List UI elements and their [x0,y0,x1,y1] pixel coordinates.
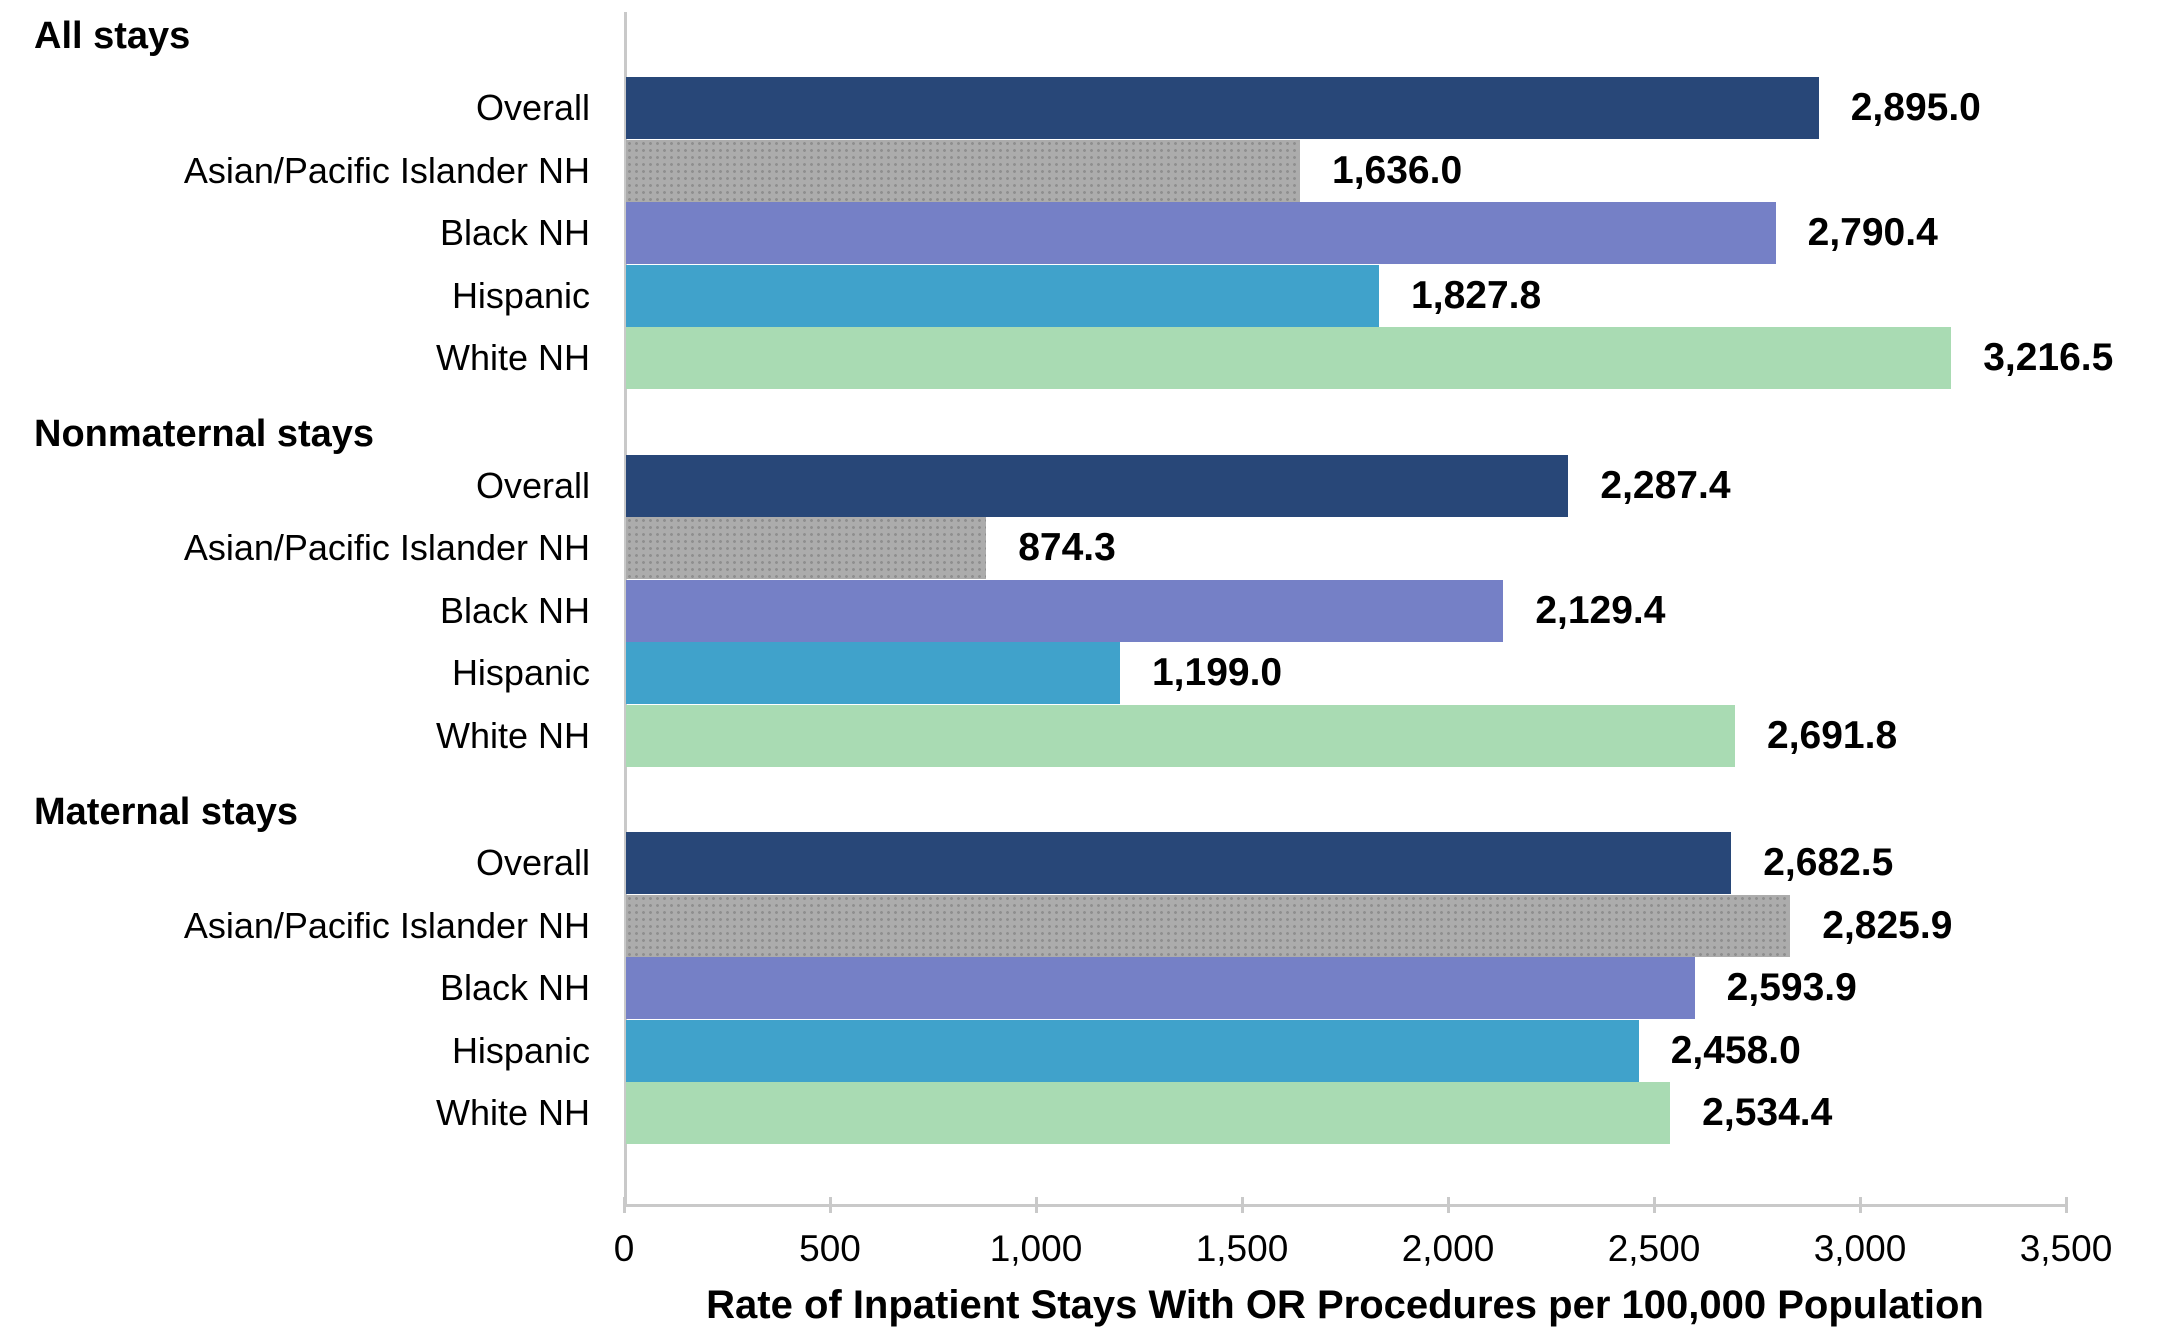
value-label-all-stays-hispanic: 1,827.8 [1411,273,1542,317]
x-tick-mark [829,1197,832,1213]
plot-area [624,12,2066,1207]
x-tick-label: 3,500 [2019,1228,2113,1269]
category-label-black-nh: Black NH [439,212,590,254]
category-label-white-nh: White NH [435,1092,590,1134]
category-label-white-nh: White NH [435,337,590,379]
bar-maternal-stays-overall [626,832,1732,894]
value-label-nonmaternal-stays-asian-pacific-islander-nh: 874.3 [1018,526,1116,570]
x-tick-mark [623,1197,626,1213]
x-tick-mark [1447,1197,1450,1213]
x-tick-label: 0 [613,1228,635,1269]
x-tick-mark [1653,1197,1656,1213]
value-label-nonmaternal-stays-white-nh: 2,691.8 [1767,713,1898,757]
value-label-maternal-stays-asian-pacific-islander-nh: 2,825.9 [1822,903,1953,947]
bar-nonmaternal-stays-overall [626,454,1569,517]
category-label-asian-pacific-islander-nh: Asian/Pacific Islander NH [183,904,590,946]
x-tick-label: 500 [799,1228,861,1269]
value-label-maternal-stays-overall: 2,682.5 [1763,841,1894,884]
x-tick-label: 1,500 [1195,1228,1289,1269]
category-label-hispanic: Hispanic [451,652,590,694]
x-tick-label: 1,000 [989,1228,1083,1269]
value-label-all-stays-white-nh: 3,216.5 [1983,336,2114,380]
bar-all-stays-hispanic [626,264,1380,327]
value-label-all-stays-overall: 2,895.0 [1850,86,1981,129]
bar-nonmaternal-stays-hispanic [626,642,1120,705]
category-label-overall: Overall [475,87,590,128]
value-label-nonmaternal-stays-overall: 2,287.4 [1600,463,1731,507]
bar-all-stays-asian-pacific-islander-nh [626,139,1301,202]
category-label-overall: Overall [475,842,590,883]
category-label-asian-pacific-islander-nh: Asian/Pacific Islander NH [183,149,590,191]
bar-all-stays-black-nh [626,202,1776,265]
group-header-maternal-stays: Maternal stays [34,791,299,833]
category-label-black-nh: Black NH [439,589,590,631]
group-header-all-stays: All stays [34,15,191,57]
x-tick-mark [2065,1197,2068,1213]
value-label-nonmaternal-stays-hispanic: 1,199.0 [1151,651,1283,695]
value-label-all-stays-asian-pacific-islander-nh: 1,636.0 [1332,148,1463,192]
category-label-asian-pacific-islander-nh: Asian/Pacific Islander NH [183,527,590,569]
value-label-maternal-stays-white-nh: 2,534.4 [1702,1091,1833,1135]
category-label-white-nh: White NH [435,714,590,756]
category-label-black-nh: Black NH [439,967,590,1009]
bar-nonmaternal-stays-black-nh [626,579,1504,642]
x-tick-label: 2,500 [1607,1228,1701,1269]
value-label-maternal-stays-black-nh: 2,593.9 [1726,966,1857,1010]
category-label-overall: Overall [475,464,590,506]
x-tick-mark [1241,1197,1244,1213]
bar-maternal-stays-hispanic [626,1019,1639,1082]
category-label-hispanic: Hispanic [451,274,590,316]
x-tick-label: 2,000 [1401,1228,1495,1269]
group-header-nonmaternal-stays: Nonmaternal stays [34,413,375,455]
x-tick-label: 3,000 [1813,1228,1907,1269]
value-label-maternal-stays-hispanic: 2,458.0 [1670,1028,1801,1072]
bar-maternal-stays-white-nh [626,1082,1671,1145]
bar-all-stays-overall [626,77,1819,139]
bar-nonmaternal-stays-asian-pacific-islander-nh [626,517,987,580]
value-label-all-stays-black-nh: 2,790.4 [1807,211,1938,255]
x-tick-mark [1859,1197,1862,1213]
x-tick-mark [1035,1197,1038,1213]
bar-maternal-stays-black-nh [626,957,1695,1020]
bar-all-stays-white-nh [626,327,1952,390]
x-axis-title: Rate of Inpatient Stays With OR Procedur… [706,1283,1984,1327]
category-label-hispanic: Hispanic [451,1029,590,1071]
bar-nonmaternal-stays-white-nh [626,704,1736,767]
value-label-nonmaternal-stays-black-nh: 2,129.4 [1535,588,1666,632]
bar-maternal-stays-asian-pacific-islander-nh [626,894,1791,957]
